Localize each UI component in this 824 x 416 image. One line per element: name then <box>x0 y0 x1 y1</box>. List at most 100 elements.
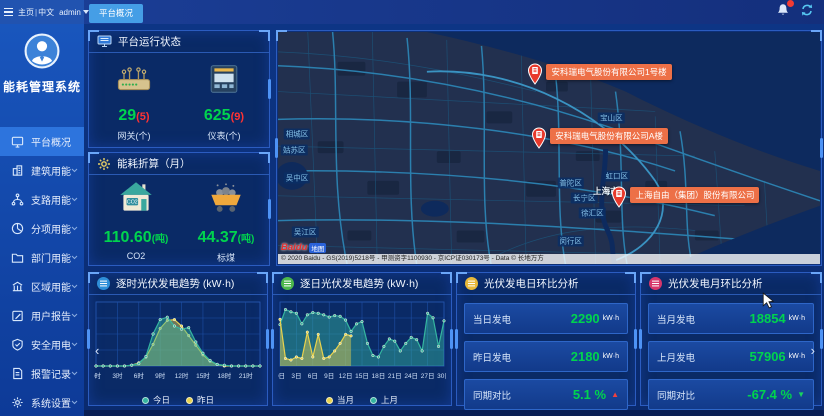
edge-accent <box>450 329 453 349</box>
sidebar-item[interactable]: 部门用能 <box>0 243 84 272</box>
map-marker[interactable]: 安科瑞电气股份有限公司1号楼 <box>527 63 672 90</box>
stat-value: 2180 <box>570 349 600 364</box>
legend-item[interactable]: 上月 <box>370 394 398 406</box>
chevron-down-icon <box>71 342 78 347</box>
district-label: 长宁区 <box>570 192 598 204</box>
legend-item[interactable]: 今日 <box>141 394 170 406</box>
metric: 44.37(吨) 标煤 <box>197 183 255 264</box>
stat-label: 上月发电 <box>657 352 696 364</box>
edge-accent <box>87 329 90 349</box>
svg-text:CO2: CO2 <box>127 200 138 206</box>
panel-title: 能耗折算（月） <box>117 158 191 170</box>
sidebar-item[interactable]: 区域用能 <box>0 272 84 301</box>
notification-badge <box>787 0 794 7</box>
metric-value: 29 <box>118 107 137 124</box>
sidebar-item[interactable]: 平台概况 <box>0 127 84 156</box>
tab-bar: 平台概况 <box>84 0 776 24</box>
value-unit: kW·h <box>602 315 619 322</box>
legend-dot <box>370 396 377 404</box>
chart-area: 0时 3时 6时 9时 12时 15时 18时 21时 今日 昨日 <box>89 295 267 406</box>
map-marker[interactable]: 安科瑞电气股份有限公司A楼 <box>531 127 668 154</box>
user-menu[interactable]: admin <box>59 8 89 17</box>
map-pin-icon <box>611 186 627 213</box>
status-metrics: 29(5) 网关(个) 625(9) 仪表(个) <box>89 53 269 142</box>
metric-extra: (吨) <box>237 234 255 245</box>
language-link[interactable]: 中文 <box>38 7 55 17</box>
metric-label: CO2 <box>126 251 146 261</box>
metric-value: 625 <box>203 107 231 124</box>
map-marker[interactable]: 上海自由（集团）股份有限公司 <box>611 186 760 213</box>
map-canvas[interactable]: Baidu 地图 © 2020 Baidu - GS(2019)5218号 - … <box>278 32 820 264</box>
edge-accent <box>268 199 271 219</box>
trend-up-icon: ▲ <box>611 390 619 399</box>
stats-rows: 当日发电 2290 kW·h 昨日发电 2180 kW·h 同期对比 5.1 % ▲ <box>457 295 635 410</box>
chevron-down-icon <box>71 168 78 173</box>
hourly-chart: 0时 3时 6时 9时 12时 15时 18时 21时 <box>91 301 262 380</box>
sidebar-item-label: 平台概况 <box>31 138 71 149</box>
divider: | <box>35 7 38 17</box>
svg-text:15时: 15时 <box>196 371 210 380</box>
panel-header: 光伏发电月环比分析 <box>641 273 821 295</box>
gateway-icon <box>114 64 154 99</box>
edge-accent <box>268 79 271 99</box>
svg-text:0日: 0日 <box>278 372 285 380</box>
stat-label: 同期对比 <box>473 390 512 402</box>
baidu-brand-text: Baidu <box>281 242 308 253</box>
metric-value: 44.37 <box>197 229 238 246</box>
svg-text:3时: 3时 <box>112 371 123 380</box>
chevron-down-icon <box>71 284 78 289</box>
metric: 625(9) 仪表(个) <box>204 63 244 142</box>
sidebar-item[interactable]: 分项用能 <box>0 214 84 243</box>
tab[interactable]: 平台概况 <box>89 4 144 23</box>
sidebar-item-label: 区域用能 <box>31 283 71 294</box>
metric-value: 110.60 <box>103 229 152 246</box>
sidebar-item[interactable]: 建筑用能 <box>0 156 84 185</box>
svg-text:6时: 6时 <box>134 371 145 380</box>
sidebar-item-label: 系统设置 <box>31 399 71 410</box>
sidebar-item-label: 报警记录 <box>31 370 71 381</box>
svg-text:27日: 27日 <box>421 372 435 380</box>
notifications-button[interactable] <box>776 0 794 22</box>
stat-value: -67.4 % <box>747 387 793 402</box>
building-icon <box>11 164 24 177</box>
sidebar-item[interactable]: 安全用电 <box>0 330 84 359</box>
metric-extra: (吨) <box>151 234 169 245</box>
sidebar-item-label: 用户报告 <box>31 312 71 323</box>
refresh-button[interactable] <box>800 3 814 22</box>
legend-label: 昨日 <box>197 395 215 405</box>
trend-down-icon: ▼ <box>797 390 805 399</box>
svg-text:12日: 12日 <box>339 372 353 380</box>
carousel-prev-arrow[interactable]: ‹ <box>95 342 100 358</box>
value-unit: kW·h <box>788 315 805 322</box>
co2-house-icon: CO2 <box>115 180 157 221</box>
app-title: 能耗管理系统 <box>2 80 81 94</box>
sidebar-item[interactable]: 报警记录 <box>0 359 84 388</box>
edge-accent <box>455 329 458 349</box>
svg-text:18日: 18日 <box>372 372 386 380</box>
branch-icon <box>11 193 24 206</box>
platform-status-panel: 平台运行状态 29(5) 网关(个) 625(9) 仪表(个) <box>88 30 271 148</box>
gear-icon <box>98 157 110 170</box>
chevron-down-icon <box>71 255 78 260</box>
metric: 29(5) 网关(个) <box>114 63 154 142</box>
home-link[interactable]: 主页 <box>18 7 34 17</box>
sidebar-item-label: 支路用能 <box>31 196 71 207</box>
stat-label: 当日发电 <box>473 314 512 326</box>
energy-conversion-panel: 能耗折算（月） CO2 110.60(吨) CO2 44.37(吨) 标煤 <box>88 152 271 266</box>
legend-item[interactable]: 昨日 <box>186 394 214 406</box>
stat-label: 当月发电 <box>657 314 696 326</box>
sidebar-item[interactable]: 用户报告 <box>0 301 84 330</box>
edge-accent <box>639 329 642 349</box>
carousel-next-arrow[interactable]: › <box>810 342 815 358</box>
legend-label: 当月 <box>336 395 354 405</box>
panel-header: 能耗折算（月） <box>89 153 269 175</box>
hamburger-menu-icon[interactable] <box>4 7 13 17</box>
stat-row: 同期对比 5.1 % ▲ <box>464 379 628 410</box>
stat-label: 昨日发电 <box>473 352 512 364</box>
bell-icon <box>778 3 788 15</box>
sidebar-item[interactable]: 系统设置 <box>0 388 84 416</box>
sidebar-item[interactable]: 支路用能 <box>0 185 84 214</box>
panel-title: 逐日光伏发电趋势 (kW·h) <box>300 278 419 290</box>
legend-item[interactable]: 当月 <box>325 394 354 406</box>
daily-pv-chart-panel: 逐日光伏发电趋势 (kW·h) 0日 3日 6日 9日 12日15日18日21日24日2… <box>271 272 453 406</box>
